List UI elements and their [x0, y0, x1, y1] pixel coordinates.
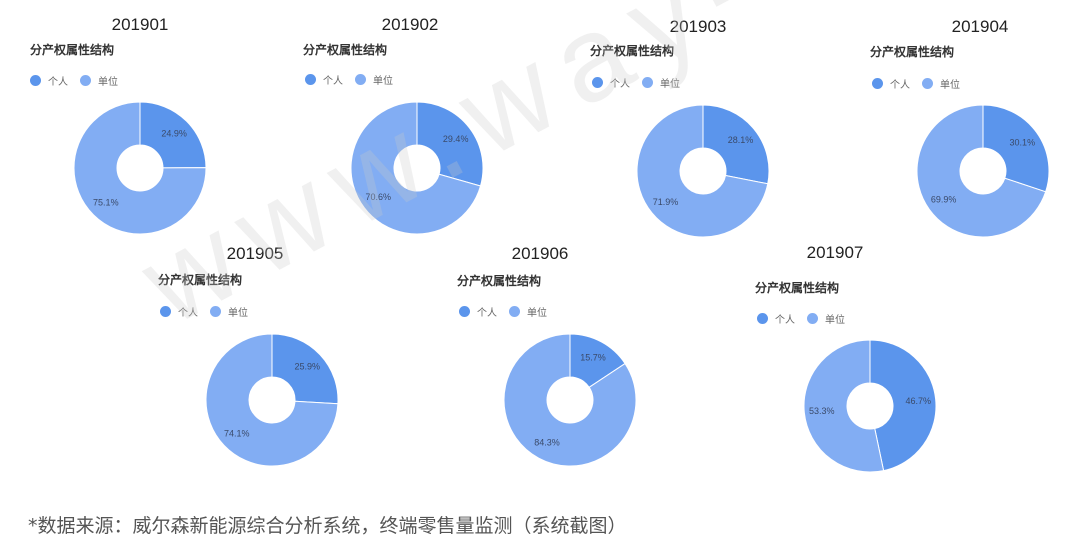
data-label: 28.1% — [728, 135, 754, 145]
data-label: 29.4% — [443, 134, 469, 144]
chart-period-label: 201902 — [381, 15, 439, 34]
data-label: 69.9% — [931, 194, 957, 204]
chart-legend: 个人 单位 — [459, 304, 559, 319]
legend-marker-icon[interactable] — [757, 313, 768, 324]
chart-legend: 个人 单位 — [592, 75, 692, 90]
donut-chart: 28.1% 71.9% — [636, 104, 770, 238]
chart-period-label: 201907 — [806, 243, 864, 262]
legend-marker-icon[interactable] — [210, 306, 221, 317]
chart-title: 分产权属性结构 — [158, 273, 243, 287]
donut-slice-organization — [73, 101, 207, 235]
donut-chart: 30.1% 69.9% — [916, 104, 1050, 238]
chart-legend: 个人 单位 — [872, 76, 972, 91]
donut-slice-organization — [205, 333, 339, 467]
legend-marker-icon[interactable] — [305, 74, 316, 85]
chart-period-label: 201903 — [669, 17, 727, 36]
data-label: 30.1% — [1010, 138, 1036, 148]
legend-label[interactable]: 个人 — [48, 77, 68, 88]
donut-slice-individual — [416, 101, 484, 187]
chart-title: 分产权属性结构 — [590, 44, 675, 58]
chart-period-label: 201906 — [511, 244, 569, 263]
chart-title: 分产权属性结构 — [30, 43, 115, 57]
data-label: 25.9% — [294, 362, 320, 372]
source-footnote: *数据来源：威尔森新能源综合分析系统，终端零售量监测（系统截图） — [28, 515, 627, 537]
legend-marker-icon[interactable] — [459, 306, 470, 317]
legend-label[interactable]: 个人 — [775, 315, 795, 326]
chart-title: 分产权属性结构 — [870, 45, 955, 59]
legend-label[interactable]: 个人 — [477, 308, 497, 319]
data-label: 53.3% — [809, 406, 835, 416]
legend-label[interactable]: 单位 — [373, 76, 393, 87]
legend-marker-icon[interactable] — [807, 313, 818, 324]
donut-chart: 15.7% 84.3% — [503, 333, 637, 467]
donut-chart: 25.9% 74.1% — [205, 333, 339, 467]
chart-legend: 个人 单位 — [757, 311, 857, 326]
legend-marker-icon[interactable] — [509, 306, 520, 317]
legend-marker-icon[interactable] — [592, 77, 603, 88]
data-label: 24.9% — [161, 129, 187, 139]
chart-title: 分产权属性结构 — [755, 281, 840, 295]
data-label: 74.1% — [224, 428, 250, 438]
legend-label[interactable]: 单位 — [98, 77, 118, 88]
data-label: 46.7% — [905, 396, 931, 406]
chart-title: 分产权属性结构 — [457, 274, 542, 288]
chart-legend: 个人 单位 — [305, 72, 405, 87]
data-label: 71.9% — [653, 197, 679, 207]
chart-period-label: 201904 — [951, 17, 1009, 36]
data-label: 15.7% — [580, 352, 606, 362]
data-label: 70.6% — [366, 192, 392, 202]
donut-slice-organization — [916, 104, 1047, 238]
chart-title: 分产权属性结构 — [303, 43, 388, 57]
legend-label[interactable]: 单位 — [940, 80, 960, 91]
donut-slice-individual — [869, 339, 937, 472]
legend-marker-icon[interactable] — [355, 74, 366, 85]
donut-slice-organization — [803, 339, 885, 473]
data-label: 84.3% — [534, 438, 560, 448]
donut-slice-organization — [636, 104, 769, 238]
chart-legend: 个人 单位 — [30, 73, 130, 88]
legend-label[interactable]: 个人 — [610, 79, 630, 90]
legend-marker-icon[interactable] — [922, 78, 933, 89]
donut-chart: 46.7% 53.3% — [803, 339, 937, 473]
legend-marker-icon[interactable] — [80, 75, 91, 86]
legend-label[interactable]: 个人 — [323, 76, 343, 87]
donut-slice-organization — [350, 101, 482, 235]
legend-label[interactable]: 单位 — [660, 79, 680, 90]
donut-slice-organization — [503, 333, 637, 467]
legend-label[interactable]: 单位 — [527, 308, 547, 319]
legend-label[interactable]: 个人 — [890, 80, 910, 91]
donut-slice-individual — [702, 104, 770, 185]
data-label: 75.1% — [93, 197, 119, 207]
legend-marker-icon[interactable] — [30, 75, 41, 86]
chart-period-label: 201905 — [226, 244, 284, 263]
donut-chart: 24.9% 75.1% — [73, 101, 207, 235]
donut-slice-individual — [139, 101, 207, 169]
chart-legend: 个人 单位 — [160, 304, 260, 319]
legend-marker-icon[interactable] — [160, 306, 171, 317]
legend-label[interactable]: 单位 — [825, 315, 845, 326]
donut-slice-individual — [982, 104, 1050, 193]
donut-chart: 29.4% 70.6% — [350, 101, 484, 235]
legend-label[interactable]: 单位 — [228, 308, 248, 319]
chart-period-label: 201901 — [111, 15, 169, 34]
legend-marker-icon[interactable] — [872, 78, 883, 89]
legend-marker-icon[interactable] — [642, 77, 653, 88]
donut-slice-individual — [271, 333, 339, 405]
legend-label[interactable]: 个人 — [178, 308, 198, 319]
